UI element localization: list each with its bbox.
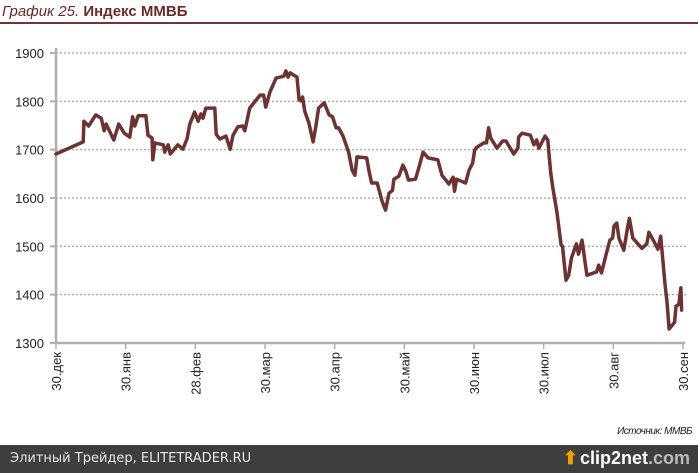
gridlines — [56, 52, 688, 296]
y-tick-label: 1300 — [15, 336, 44, 351]
x-tick-label: 30.дек — [49, 352, 64, 391]
x-tick-label: 30.янв — [119, 352, 134, 391]
axes — [54, 48, 685, 345]
y-axis-ticks: 1300 1400 1500 1600 1700 1800 1900 — [15, 46, 56, 351]
footer-credit: Элитный Трейдер, ELITETRADER.RU — [10, 451, 252, 466]
y-tick-label: 1800 — [15, 94, 44, 109]
x-tick-label: 30.июн — [467, 352, 482, 394]
x-tick-label: 28.фев — [188, 352, 203, 395]
clip2net-logo: ⬆ clip2net.com — [563, 448, 690, 469]
chart-title: График 25. Индекс ММВБ — [2, 3, 187, 20]
y-tick-label: 1700 — [15, 143, 44, 158]
x-tick-label: 30.сен — [676, 352, 691, 391]
x-tick-label: 30.май — [397, 352, 412, 394]
series-line-mmvb — [54, 69, 684, 331]
chart-number: График 25. — [2, 3, 80, 20]
logo-tld: .com — [647, 448, 690, 468]
y-tick-label: 1400 — [15, 288, 44, 303]
x-tick-label: 30.мар — [258, 352, 273, 393]
x-tick-label: 30.июл — [537, 352, 552, 394]
series — [54, 69, 684, 331]
x-axis-ticks: 30.дек 30.янв 28.фев 30.мар 30.апр 30.май 30.и… — [49, 343, 691, 395]
logo-main: clip2net — [579, 448, 648, 468]
upload-arrow-icon: ⬆ — [562, 448, 578, 468]
y-tick-label: 1500 — [15, 239, 44, 254]
y-tick-label: 1600 — [15, 191, 44, 206]
title-divider — [0, 22, 698, 24]
x-tick-label: 30.авг — [606, 352, 621, 389]
footer-bar: Элитный Трейдер, ELITETRADER.RU ⬆ clip2ne… — [0, 445, 698, 473]
y-tick-label: 1900 — [15, 46, 44, 61]
source-note: Источник: ММВБ — [617, 426, 692, 437]
chart-name: Индекс ММВБ — [83, 3, 188, 20]
x-tick-label: 30.апр — [328, 352, 343, 392]
